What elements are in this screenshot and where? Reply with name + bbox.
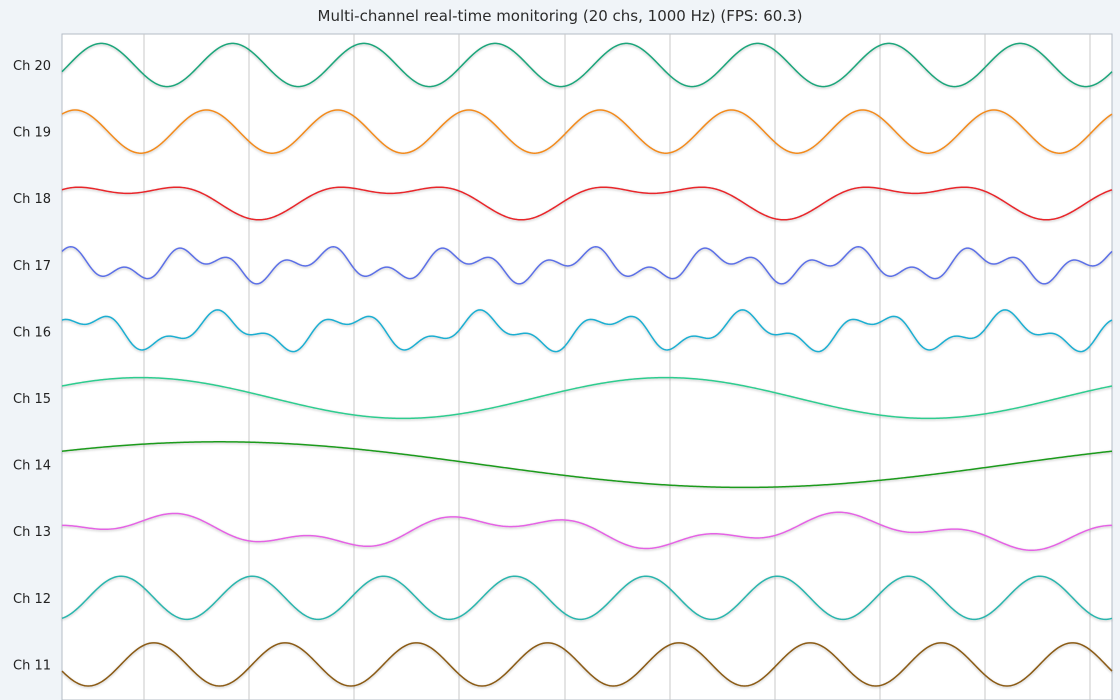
channel-label-ch-19: Ch 19 bbox=[13, 126, 51, 141]
channel-label-ch-14: Ch 14 bbox=[13, 459, 51, 474]
trace-ch-14 bbox=[61, 441, 1113, 489]
channel-label-ch-11: Ch 11 bbox=[13, 658, 51, 673]
trace-ch-20 bbox=[61, 42, 1113, 88]
trace-ch-11 bbox=[61, 642, 1113, 687]
plot-area bbox=[61, 33, 1113, 700]
channel-label-ch-18: Ch 18 bbox=[13, 192, 51, 207]
trace-ch-17 bbox=[61, 245, 1113, 285]
trace-ch-16 bbox=[61, 309, 1113, 353]
trace-ch-12 bbox=[61, 575, 1113, 621]
channel-label-ch-16: Ch 16 bbox=[13, 325, 51, 340]
trace-ch-18 bbox=[61, 186, 1113, 221]
trace-ch-13 bbox=[61, 511, 1113, 552]
channel-label-ch-12: Ch 12 bbox=[13, 592, 51, 607]
channel-label-ch-13: Ch 13 bbox=[13, 525, 51, 540]
channel-label-ch-15: Ch 15 bbox=[13, 392, 51, 407]
trace-ch-19 bbox=[61, 109, 1113, 154]
chart-title: Multi-channel real-time monitoring (20 c… bbox=[317, 7, 803, 25]
channel-label-ch-17: Ch 17 bbox=[13, 259, 51, 274]
channel-label-ch-20: Ch 20 bbox=[13, 59, 51, 74]
trace-ch-15 bbox=[61, 376, 1113, 420]
